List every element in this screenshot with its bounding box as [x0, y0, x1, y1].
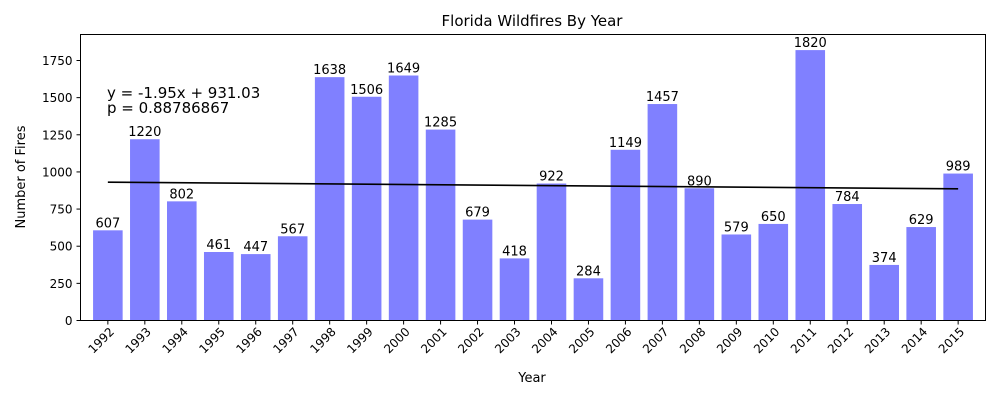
value-label-2001: 1285 — [424, 116, 457, 131]
x-tick-label-2002: 2002 — [455, 325, 486, 356]
x-tick-label-1999: 1999 — [344, 325, 375, 356]
bar-2009 — [721, 234, 752, 321]
value-label-2003: 418 — [502, 244, 527, 259]
value-label-1996: 447 — [243, 240, 268, 255]
x-tick-label-2007: 2007 — [640, 325, 671, 356]
value-label-2009: 579 — [724, 220, 749, 235]
x-tick-label-2008: 2008 — [677, 325, 708, 356]
value-label-1992: 607 — [95, 216, 120, 231]
x-tick-label-2005: 2005 — [566, 325, 597, 356]
x-axis: 1992 1993 1994 1995 1996 1997 1998 1999 2000 2001… — [85, 320, 967, 356]
value-label-2012: 784 — [835, 190, 860, 205]
value-label-2010: 650 — [761, 210, 786, 225]
x-tick-label-1995: 1995 — [196, 325, 227, 356]
value-label-1993: 1220 — [128, 125, 161, 140]
bar-2003 — [499, 258, 530, 321]
bar-2002 — [462, 219, 493, 321]
bar-1998 — [314, 77, 345, 321]
bar-1997 — [277, 236, 308, 321]
x-tick-label-1996: 1996 — [233, 325, 264, 356]
y-tick-label-250: 250 — [50, 277, 73, 291]
x-tick-label-2012: 2012 — [825, 325, 856, 356]
x-tick-label-1994: 1994 — [159, 325, 190, 356]
bar-2007 — [647, 104, 678, 321]
y-tick-label-1750: 1750 — [42, 54, 73, 68]
x-tick-label-2001: 2001 — [418, 325, 449, 356]
y-tick-label-500: 500 — [50, 240, 73, 254]
bar-2004 — [536, 183, 567, 321]
value-label-1995: 461 — [206, 238, 231, 253]
x-tick-label-1993: 1993 — [122, 325, 153, 356]
value-label-2015: 989 — [946, 160, 971, 175]
value-label-1999: 1506 — [350, 83, 383, 98]
y-tick-label-1250: 1250 — [42, 128, 73, 142]
bar-2005 — [573, 278, 604, 321]
bar-1996 — [240, 254, 271, 321]
bar-2014 — [906, 227, 936, 321]
bar-2015 — [943, 173, 973, 321]
x-tick-label-1997: 1997 — [270, 325, 301, 356]
value-label-2013: 374 — [872, 251, 897, 266]
x-axis-label: Year — [517, 371, 546, 386]
x-tick-label-2010: 2010 — [751, 325, 782, 356]
value-label-2002: 679 — [465, 206, 490, 221]
y-tick-label-750: 750 — [50, 203, 73, 217]
y-tick-label-0: 0 — [65, 314, 73, 328]
bar-2000 — [388, 75, 419, 321]
chart-title: Florida Wildfires By Year — [442, 12, 624, 30]
trendline-group — [107, 181, 959, 190]
value-label-2008: 890 — [687, 174, 712, 189]
bar-1992 — [93, 230, 123, 321]
x-tick-label-2015: 2015 — [936, 325, 967, 356]
x-tick-label-2013: 2013 — [862, 325, 893, 356]
value-labels-group: 607 1220 802 461 447 567 1638 1506 1649 1285 679 41… — [95, 36, 970, 279]
bar-1994 — [167, 201, 197, 321]
value-label-1997: 567 — [280, 222, 305, 237]
bar-2012 — [832, 204, 863, 321]
bar-1995 — [203, 252, 234, 321]
bar-1993 — [130, 139, 160, 321]
regression-equation: y = -1.95x + 931.03 — [107, 84, 260, 102]
x-tick-label-1992: 1992 — [85, 325, 116, 356]
y-tick-label-1000: 1000 — [42, 165, 73, 179]
y-tick-label-1500: 1500 — [42, 91, 73, 105]
bar-2011 — [795, 50, 826, 321]
bar-1999 — [351, 96, 382, 321]
bar-2008 — [684, 188, 715, 321]
value-label-2006: 1149 — [609, 136, 642, 151]
x-tick-label-2004: 2004 — [529, 325, 560, 356]
bars-group — [93, 50, 973, 321]
x-tick-label-2003: 2003 — [492, 325, 523, 356]
p-value-annotation: p = 0.88786867 — [107, 99, 229, 117]
bar-2010 — [758, 223, 789, 321]
value-label-2005: 284 — [576, 264, 601, 279]
trendline — [107, 181, 959, 190]
bar-2001 — [425, 129, 456, 321]
y-axis-label: Number of Fires — [14, 125, 29, 228]
value-label-1994: 802 — [169, 187, 194, 202]
bar-2006 — [610, 149, 641, 321]
value-label-2014: 629 — [909, 213, 934, 228]
x-tick-label-2009: 2009 — [714, 325, 745, 356]
x-tick-label-2011: 2011 — [788, 325, 819, 356]
value-label-2007: 1457 — [646, 90, 679, 105]
x-tick-label-1998: 1998 — [307, 325, 338, 356]
value-label-1998: 1638 — [313, 63, 346, 78]
x-tick-label-2006: 2006 — [603, 325, 634, 356]
bar-2013 — [869, 264, 899, 321]
x-tick-label-2000: 2000 — [381, 325, 412, 356]
plot-frame — [80, 34, 986, 321]
value-label-2004: 922 — [539, 170, 564, 185]
value-label-2000: 1649 — [387, 62, 420, 77]
x-tick-label-2014: 2014 — [899, 325, 930, 356]
y-axis: 0 250 500 750 1000 1250 1500 1750 — [42, 54, 81, 328]
value-label-2011: 1820 — [794, 36, 827, 51]
